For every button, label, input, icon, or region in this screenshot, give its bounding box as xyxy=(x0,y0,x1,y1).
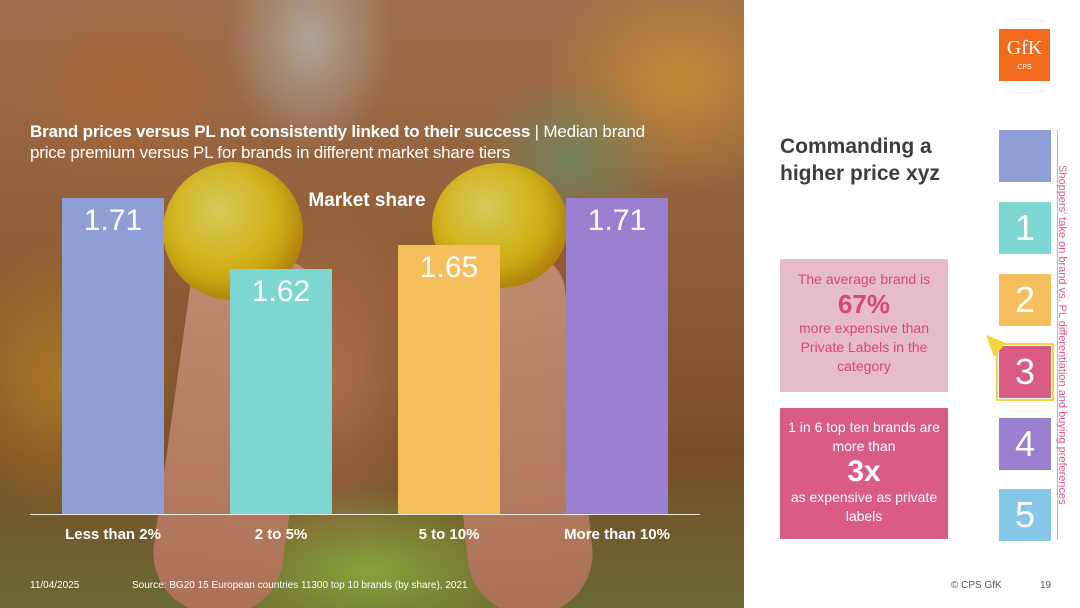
bar-value-label: 1.71 xyxy=(587,204,647,237)
card-2-big: 3x xyxy=(847,455,881,488)
top-brands-card: 1 in 6 top ten brands are more than 3x a… xyxy=(780,408,948,539)
copyright: © CPS GfK xyxy=(951,580,1002,591)
headline: Commanding a higher price xyz xyxy=(780,135,940,185)
category-label: Less than 2% xyxy=(65,526,161,543)
chart-title-bold: Brand prices versus PL not consistently … xyxy=(30,122,531,141)
nav-tile-overview[interactable] xyxy=(999,130,1051,182)
bar-4: 1.71 xyxy=(566,198,668,514)
bar-value-label: 1.71 xyxy=(83,204,143,237)
nav-tile-4[interactable]: 4 xyxy=(999,418,1051,470)
bar-1: 1.71 xyxy=(62,198,164,514)
gfk-logo: GfK CPS xyxy=(999,29,1050,81)
vertical-section-label: Shoppers' take on brand vs. PL different… xyxy=(1056,165,1068,505)
card-1-line1: The average brand is xyxy=(797,271,931,287)
logo-subtitle: CPS xyxy=(1017,64,1032,71)
nav-tile-2[interactable]: 2 xyxy=(999,274,1051,326)
category-label: More than 10% xyxy=(564,526,670,543)
card-2-line1: 1 in 6 top ten brands are more than xyxy=(788,419,940,454)
nav-tile-1[interactable]: 1 xyxy=(999,202,1051,254)
nav-tile-3[interactable]: 3 xyxy=(996,343,1054,401)
card-2-line2: as expensive as private labels xyxy=(790,489,938,524)
chart-title-rest: | Median brand price premium versus PL f… xyxy=(30,122,645,162)
bar-2: 1.62 xyxy=(230,269,332,514)
bar-value-label: 1.62 xyxy=(251,275,311,308)
footer-date: 11/04/2025 xyxy=(30,580,80,591)
card-1-line2: more expensive than Private Labels in th… xyxy=(799,320,929,374)
average-brand-card: The average brand is 67% more expensive … xyxy=(780,259,948,392)
chart-title: Brand prices versus PL not consistently … xyxy=(30,121,650,163)
nav-tile-5[interactable]: 5 xyxy=(999,489,1051,541)
category-label: 5 to 10% xyxy=(418,526,480,543)
x-axis-line xyxy=(30,514,700,515)
footer-source: Source: BG20 15 European countries 11300… xyxy=(132,580,468,591)
vertical-divider xyxy=(1057,130,1058,540)
card-1-big: 67% xyxy=(837,289,891,319)
bar-value-label: 1.65 xyxy=(419,251,479,284)
logo-wordmark: GfK xyxy=(1006,37,1043,59)
bar-3: 1.65 xyxy=(398,245,500,514)
pointer-arrow-icon xyxy=(986,335,1006,357)
category-label: 2 to 5% xyxy=(254,526,308,543)
series-label: Market share xyxy=(308,190,426,211)
page-number: 19 xyxy=(1040,580,1052,591)
